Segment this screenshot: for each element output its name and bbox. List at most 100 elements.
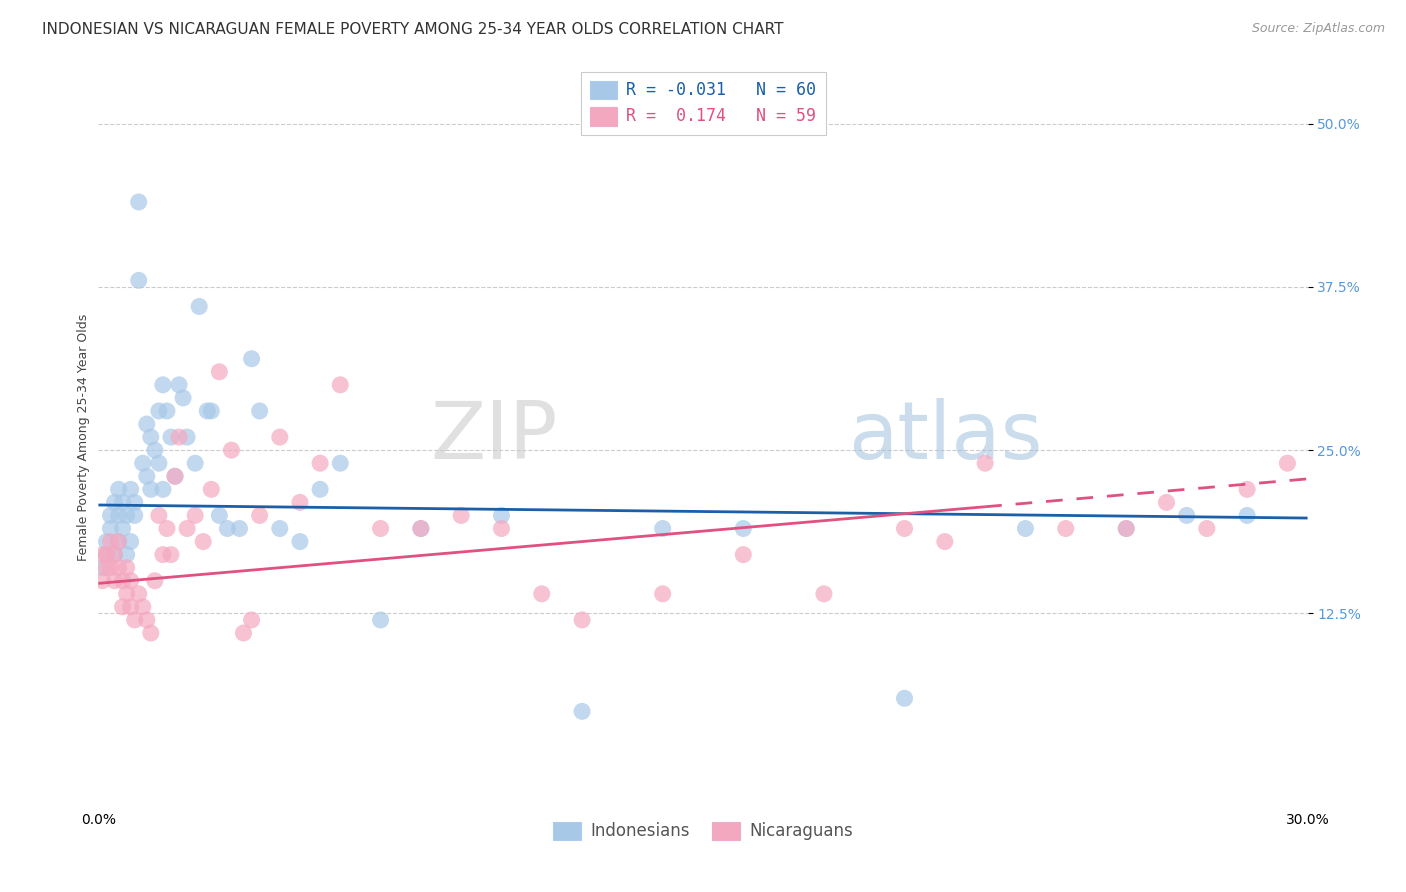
Point — [160, 548, 183, 562]
Point — [107, 560, 129, 574]
Point — [200, 483, 222, 497]
Point — [530, 587, 553, 601]
Point — [132, 456, 155, 470]
Point — [1277, 456, 1299, 470]
Point — [651, 587, 673, 601]
Point — [103, 548, 125, 562]
Point — [148, 404, 170, 418]
Point — [143, 574, 166, 588]
Point — [221, 443, 243, 458]
Point — [893, 521, 915, 535]
Point — [91, 574, 114, 588]
Point — [1115, 521, 1137, 535]
Point — [163, 469, 186, 483]
Point — [571, 705, 593, 719]
Point — [96, 548, 118, 562]
Point — [128, 587, 150, 601]
Point — [103, 574, 125, 588]
Point — [128, 194, 150, 209]
Point — [193, 534, 215, 549]
Point — [148, 508, 170, 523]
Point — [1195, 521, 1218, 535]
Point — [139, 626, 162, 640]
Point — [217, 521, 239, 535]
Text: atlas: atlas — [848, 398, 1042, 476]
Point — [100, 508, 122, 523]
Point — [103, 548, 125, 562]
Point — [370, 521, 392, 535]
Point — [813, 587, 835, 601]
Point — [120, 599, 142, 614]
Point — [329, 377, 352, 392]
Point — [139, 430, 162, 444]
Point — [1156, 495, 1178, 509]
Point — [200, 404, 222, 418]
Point — [152, 483, 174, 497]
Point — [893, 691, 915, 706]
Point — [240, 613, 263, 627]
Point — [208, 508, 231, 523]
Point — [115, 587, 138, 601]
Point — [184, 456, 207, 470]
Point — [96, 548, 118, 562]
Point — [152, 377, 174, 392]
Point — [329, 456, 352, 470]
Point — [176, 430, 198, 444]
Text: ZIP: ZIP — [430, 398, 558, 476]
Point — [107, 508, 129, 523]
Point — [100, 560, 122, 574]
Point — [156, 521, 179, 535]
Point — [249, 404, 271, 418]
Point — [269, 430, 291, 444]
Point — [143, 443, 166, 458]
Point — [163, 469, 186, 483]
Point — [160, 430, 183, 444]
Point — [409, 521, 432, 535]
Point — [111, 574, 134, 588]
Point — [124, 508, 146, 523]
Point — [96, 560, 118, 574]
Point — [232, 626, 254, 640]
Point — [124, 613, 146, 627]
Point — [1054, 521, 1077, 535]
Point — [1236, 483, 1258, 497]
Point — [491, 508, 513, 523]
Point — [156, 404, 179, 418]
Point — [1236, 508, 1258, 523]
Point — [135, 417, 157, 431]
Point — [269, 521, 291, 535]
Legend: Indonesians, Nicaraguans: Indonesians, Nicaraguans — [547, 815, 859, 847]
Point — [249, 508, 271, 523]
Point — [167, 430, 190, 444]
Point — [115, 508, 138, 523]
Point — [107, 534, 129, 549]
Point — [167, 377, 190, 392]
Point — [309, 456, 332, 470]
Point — [288, 534, 311, 549]
Point — [120, 574, 142, 588]
Point — [240, 351, 263, 366]
Point — [228, 521, 250, 535]
Text: INDONESIAN VS NICARAGUAN FEMALE POVERTY AMONG 25-34 YEAR OLDS CORRELATION CHART: INDONESIAN VS NICARAGUAN FEMALE POVERTY … — [42, 22, 783, 37]
Point — [91, 548, 114, 562]
Point — [120, 534, 142, 549]
Y-axis label: Female Poverty Among 25-34 Year Olds: Female Poverty Among 25-34 Year Olds — [77, 313, 90, 561]
Point — [135, 613, 157, 627]
Point — [135, 469, 157, 483]
Point — [91, 560, 114, 574]
Point — [491, 521, 513, 535]
Point — [148, 456, 170, 470]
Point — [571, 613, 593, 627]
Point — [195, 404, 218, 418]
Point — [172, 391, 194, 405]
Point — [188, 300, 211, 314]
Point — [934, 534, 956, 549]
Point — [96, 534, 118, 549]
Point — [100, 521, 122, 535]
Point — [450, 508, 472, 523]
Point — [733, 548, 755, 562]
Point — [176, 521, 198, 535]
Point — [370, 613, 392, 627]
Point — [120, 483, 142, 497]
Point — [103, 495, 125, 509]
